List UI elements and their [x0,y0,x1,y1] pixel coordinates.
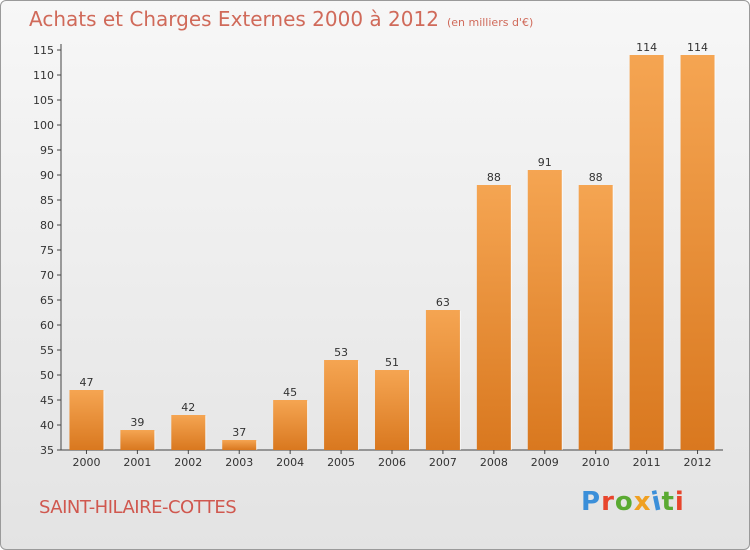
x-tick-label: 2010 [582,456,610,469]
logo-letter: t [661,487,675,517]
bar-value-label: 63 [436,296,450,309]
bar-value-label: 45 [283,386,297,399]
x-tick-label: 2005 [327,456,355,469]
bar-value-label: 37 [232,426,246,439]
y-tick-label: 85 [40,194,54,207]
bar-value-label: 42 [181,401,195,414]
bar-value-label: 88 [487,171,501,184]
chart-subtitle: (en milliers d'€) [446,16,534,29]
proxiti-logo[interactable]: Proxiti [581,486,685,517]
y-tick-label: 80 [40,219,54,232]
y-tick-label: 110 [33,69,54,82]
y-tick-label: 90 [40,169,54,182]
x-tick-label: 2008 [480,456,508,469]
y-tick-label: 50 [40,369,54,382]
bar [425,310,460,450]
bar-value-label: 51 [385,356,399,369]
x-tick-label: 2007 [429,456,457,469]
bar [527,170,562,450]
bar [120,430,155,450]
bar-value-label: 114 [636,41,657,54]
y-tick-label: 60 [40,319,54,332]
y-tick-label: 115 [33,44,54,57]
x-tick-label: 2012 [684,456,712,469]
bar-value-label: 91 [538,156,552,169]
logo-letter: i [674,487,685,517]
bar [476,185,511,450]
y-tick-label: 105 [33,94,54,107]
bar [324,360,359,450]
bar [680,55,715,450]
x-tick-label: 2002 [174,456,202,469]
y-tick-label: 45 [40,394,54,407]
chart-axes: 35 40 45 50 55 60 65 70 75 80 85 90 95 100 105 110 115 [33,44,723,457]
y-tick-label: 55 [40,344,54,357]
bar [222,440,257,450]
x-tick-label: 2009 [531,456,559,469]
bar [171,415,206,450]
chart-bars: 47 2000 39 2001 42 2002 37 2003 45 2004 53 2005 51 20… [69,41,716,469]
bar [273,400,308,450]
y-tick-label: 70 [40,269,54,282]
x-tick-label: 2004 [276,456,304,469]
chart-title: Achats et Charges Externes 2000 à 2012 (e… [29,7,533,31]
commune-name: SAINT-HILAIRE-COTTES [39,497,237,518]
x-tick-label: 2001 [123,456,151,469]
bar [375,370,409,450]
bar [69,390,104,450]
x-tick-label: 2006 [378,456,406,469]
x-tick-label: 2011 [633,456,661,469]
bar [629,55,664,450]
y-tick-label: 65 [40,294,54,307]
chart-title-text: Achats et Charges Externes 2000 à 2012 [29,7,439,31]
bar [578,185,613,450]
y-tick-label: 95 [40,144,54,157]
y-tick-label: 35 [40,444,54,457]
x-tick-label: 2003 [225,456,253,469]
x-tick-label: 2000 [72,456,100,469]
logo-letter: x [633,487,652,517]
y-tick-label: 100 [33,119,54,132]
bar-value-label: 53 [334,346,348,359]
bar-value-label: 39 [130,416,144,429]
logo-letter: P [581,487,602,517]
bar-value-label: 114 [687,41,708,54]
y-tick-label: 40 [40,419,54,432]
y-tick-label: 75 [40,244,54,257]
logo-letter: r [601,487,615,517]
bar-value-label: 47 [79,376,93,389]
logo-letter: o [614,487,634,517]
bar-value-label: 88 [589,171,603,184]
